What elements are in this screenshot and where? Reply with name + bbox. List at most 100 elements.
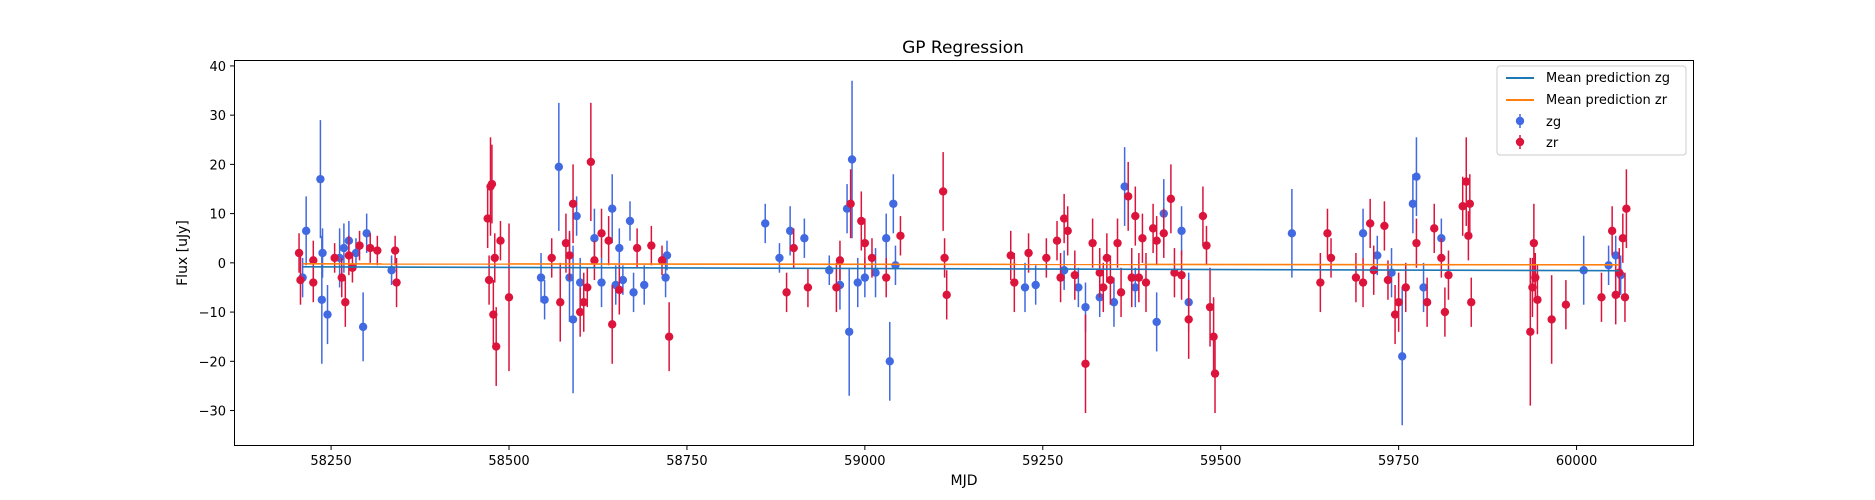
data-point-zr [1422, 298, 1432, 307]
data-point-zg [1074, 283, 1083, 292]
legend-frame [1496, 65, 1687, 156]
data-point-zr [341, 298, 350, 307]
data-point-zg [1152, 317, 1161, 327]
data-point-zr [1024, 248, 1033, 258]
data-point-zr [647, 241, 656, 250]
data-point-zr [1202, 241, 1211, 250]
data-point-zr [556, 298, 565, 307]
data-point-zr [832, 283, 841, 292]
data-point-zr [1127, 273, 1136, 282]
data-point-zr [1430, 224, 1439, 233]
y-tick-label: 30 [209, 109, 226, 124]
data-point-zr [1390, 310, 1400, 319]
plot-area [294, 80, 1631, 426]
data-point-zr [1134, 273, 1144, 282]
data-point-zr [568, 199, 578, 208]
legend-label-zr: zr [1546, 136, 1559, 151]
x-tick-label: 58500 [488, 454, 529, 469]
data-point-zr [1531, 273, 1540, 282]
data-point-zr [1095, 268, 1104, 277]
x-tick-label: 60000 [1556, 454, 1597, 469]
mean-line-zg [302, 265, 1620, 272]
data-point-zg [1398, 352, 1407, 361]
data-point-zr [1052, 236, 1062, 245]
data-point-zr [1205, 302, 1215, 312]
data-point-zr [1365, 219, 1375, 228]
y-tick-label: 40 [209, 60, 226, 75]
data-point-zg [882, 234, 891, 243]
data-point-zr [565, 251, 574, 260]
data-point-zg [1081, 302, 1090, 312]
data-point-zr [1116, 288, 1126, 297]
data-point-zr [1620, 293, 1630, 302]
x-tick-label: 59500 [1200, 454, 1241, 469]
data-point-zr [590, 256, 599, 265]
data-point-zg [358, 322, 368, 332]
data-point-zr [942, 290, 951, 300]
data-point-zr [1159, 229, 1168, 238]
data-point-zg [572, 211, 581, 221]
data-point-zr [1106, 275, 1115, 285]
data-point-zg [387, 266, 396, 275]
data-point-zr [296, 275, 305, 285]
data-point-zg [825, 266, 834, 275]
data-point-zr [846, 199, 855, 208]
axes-frame [234, 60, 1694, 446]
series-zg [298, 80, 1625, 426]
data-point-zg [1419, 283, 1428, 292]
data-point-zr [1351, 273, 1361, 282]
x-tick-label: 58250 [310, 454, 351, 469]
data-point-zg [625, 216, 635, 226]
data-point-zg [316, 174, 325, 184]
x-tick-label: 59750 [1378, 454, 1419, 469]
data-point-zr [1401, 283, 1410, 292]
data-point-zr [1177, 270, 1186, 280]
data-point-zr [1006, 251, 1015, 260]
data-point-zr [348, 263, 357, 272]
data-point-zr [1113, 238, 1122, 248]
x-tick-label: 59250 [1022, 454, 1063, 469]
data-point-zr [1042, 253, 1051, 263]
data-point-zg [615, 243, 624, 253]
data-point-zg [1373, 251, 1382, 260]
data-point-zr [803, 283, 813, 292]
data-point-zr [1528, 283, 1537, 292]
data-point-zr [373, 246, 382, 255]
data-point-zr [1166, 194, 1176, 204]
mean-line-zr [302, 263, 1620, 266]
data-point-zr [882, 273, 891, 282]
data-point-zr [1444, 270, 1453, 280]
data-point-zr [1464, 231, 1473, 240]
x-tick-label: 58750 [666, 454, 707, 469]
data-point-zr [1138, 234, 1147, 243]
data-point-zg [323, 310, 332, 319]
data-point-zg [362, 229, 371, 238]
y-axis-label: Flux [uJy] [175, 220, 191, 286]
legend-label-zg: zg [1546, 115, 1561, 130]
data-point-zg [847, 155, 857, 164]
data-point-zr [390, 246, 400, 255]
data-point-zr [1533, 295, 1542, 304]
data-point-zr [604, 236, 613, 245]
data-point-zr [1323, 229, 1332, 238]
data-point-zr [1383, 275, 1393, 285]
data-point-zg [1031, 280, 1040, 290]
data-point-zr [1148, 224, 1158, 233]
data-point-zr [366, 243, 375, 253]
data-point-zr [504, 293, 514, 302]
x-axis-label: MJD [951, 473, 978, 489]
data-point-zg [568, 315, 578, 324]
data-point-zr [1615, 268, 1624, 277]
data-point-zr [789, 243, 798, 253]
data-point-zg [860, 273, 870, 282]
data-point-zr [309, 256, 318, 265]
data-point-zg [618, 275, 628, 285]
data-point-zr [1611, 290, 1620, 300]
data-point-zr [1088, 238, 1097, 248]
data-point-zr [1465, 199, 1475, 208]
data-point-zr [1607, 226, 1617, 236]
data-point-zr [1561, 300, 1571, 309]
data-point-zr [860, 238, 870, 248]
legend-label-mean-zr: Mean prediction zr [1546, 93, 1668, 108]
